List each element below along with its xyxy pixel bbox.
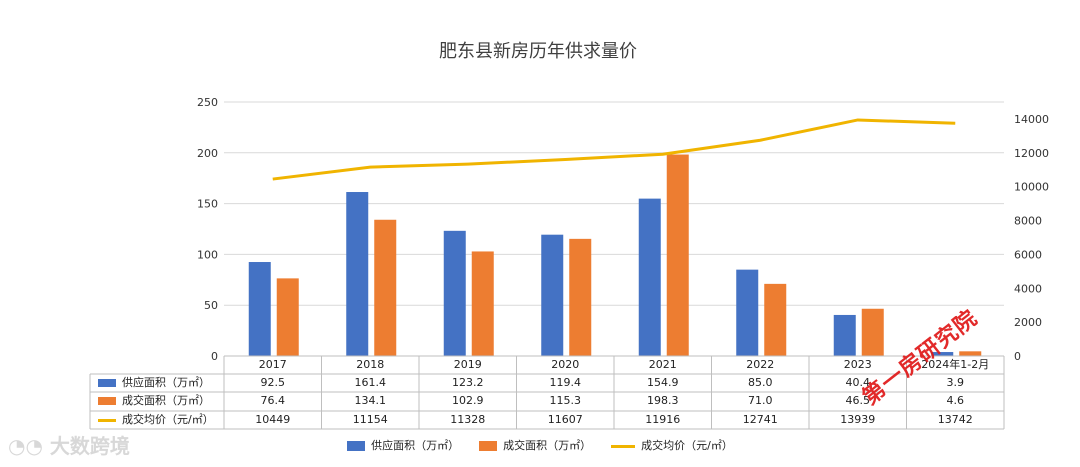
table-value: 198.3	[647, 394, 679, 407]
legend-label: 成交面积（万㎡）	[503, 439, 592, 452]
legend-item: 供应面积（万㎡）	[347, 439, 459, 452]
table-value: 123.2	[452, 376, 484, 389]
right-tick-label: 14000	[1014, 113, 1049, 126]
table-value: 11154	[352, 413, 388, 426]
table-row-header: 成交均价（元/㎡）	[98, 411, 214, 429]
left-tick-label: 150	[197, 198, 218, 211]
price-line	[272, 118, 956, 181]
bar-supply-4	[638, 198, 661, 356]
series-key-icon	[98, 418, 116, 422]
bar-supply-3	[541, 234, 564, 356]
category-label: 2022	[746, 358, 775, 371]
gridlines	[224, 101, 1004, 357]
bar-deal-1	[374, 219, 397, 356]
left-tick-label: 100	[197, 248, 218, 261]
table-value: 92.5	[260, 376, 286, 389]
series-name: 成交面积（万㎡）	[122, 394, 210, 407]
table-row-header: 供应面积（万㎡）	[98, 374, 210, 392]
table-value: 85.0	[748, 376, 773, 389]
line-series	[272, 118, 956, 181]
series-key-icon	[98, 397, 116, 405]
table-value: 154.9	[647, 376, 679, 389]
right-tick-label: 6000	[1014, 248, 1042, 261]
chart-title: 肥东县新房历年供求量价	[439, 41, 637, 62]
table-value: 40.4	[845, 376, 871, 389]
table-value: 13939	[840, 413, 876, 426]
legend-item: 成交面积（万㎡）	[479, 439, 591, 452]
legend: 供应面积（万㎡） 成交面积（万㎡） 成交均价（元/㎡）	[0, 437, 1080, 453]
bar-supply-1	[346, 192, 369, 356]
legend-key-icon	[611, 444, 636, 448]
table-value: 3.9	[946, 376, 965, 389]
table-value: 13742	[937, 413, 973, 426]
series-name: 供应面积（万㎡）	[122, 376, 210, 389]
bar-supply-6	[833, 314, 856, 356]
table-value: 134.1	[354, 394, 387, 407]
right-tick-label: 4000	[1014, 282, 1042, 295]
series-name: 成交均价（元/㎡）	[122, 413, 214, 426]
bar-deal-7	[959, 351, 982, 356]
right-tick-label: 10000	[1014, 181, 1049, 194]
table-value: 119.4	[549, 376, 582, 389]
table-row-header: 成交面积（万㎡）	[98, 392, 210, 410]
data-table-grid	[89, 355, 1005, 430]
bar-deal-0	[276, 278, 299, 356]
table-value: 10449	[255, 413, 291, 426]
table-value: 11607	[547, 413, 583, 426]
table-value: 12741	[742, 413, 778, 426]
bar-deal-5	[764, 283, 787, 356]
table-value: 102.9	[452, 394, 484, 407]
bar-deal-6	[861, 308, 884, 356]
right-axis-ticks: 0 2000 4000 6000 8000 10000 12000 14000	[1014, 113, 1049, 363]
bar-supply-2	[443, 230, 466, 356]
legend-label: 供应面积（万㎡）	[371, 439, 460, 452]
bar-deal-3	[569, 238, 592, 356]
category-label: 2017	[258, 358, 287, 371]
bar-deal-4	[666, 154, 689, 356]
table-value: 71.0	[748, 394, 773, 407]
category-label: 2024年1-2月	[921, 358, 990, 371]
bar-supply-5	[736, 269, 759, 356]
category-label: 2018	[356, 358, 385, 371]
category-label: 2019	[453, 358, 482, 371]
legend-key-icon	[347, 441, 366, 451]
right-tick-label: 2000	[1014, 316, 1042, 329]
left-tick-label: 200	[197, 147, 218, 160]
bar-supply-0	[248, 262, 271, 356]
table-value: 11916	[645, 413, 681, 426]
left-tick-label: 50	[204, 299, 218, 312]
brand-watermark: ◔◔ 大数跨境	[8, 430, 130, 459]
table-value: 46.5	[845, 394, 871, 407]
category-label: 2020	[551, 358, 580, 371]
bar-series	[248, 154, 982, 356]
left-axis-ticks: 0 50 100 150 200 250	[197, 96, 218, 363]
legend-key-icon	[479, 441, 498, 451]
category-label: 2023	[843, 358, 872, 371]
bar-supply-7	[931, 352, 954, 356]
table-value: 4.6	[946, 394, 965, 407]
table-value: 11328	[450, 413, 486, 426]
left-tick-label: 0	[211, 350, 218, 363]
legend-label: 成交均价（元/㎡）	[641, 439, 733, 452]
brand-logo-icon: ◔◔	[8, 434, 50, 458]
bar-deal-2	[471, 251, 494, 356]
table-value: 76.4	[260, 394, 286, 407]
right-tick-label: 12000	[1014, 147, 1049, 160]
category-label: 2021	[648, 358, 677, 371]
left-tick-label: 250	[197, 96, 218, 109]
legend-item: 成交均价（元/㎡）	[611, 439, 733, 452]
brand-watermark-text: 大数跨境	[49, 434, 130, 458]
table-value: 115.3	[549, 394, 582, 407]
right-tick-label: 0	[1014, 350, 1021, 363]
series-key-icon	[98, 379, 116, 387]
right-tick-label: 8000	[1014, 215, 1042, 228]
table-value: 161.4	[354, 376, 387, 389]
